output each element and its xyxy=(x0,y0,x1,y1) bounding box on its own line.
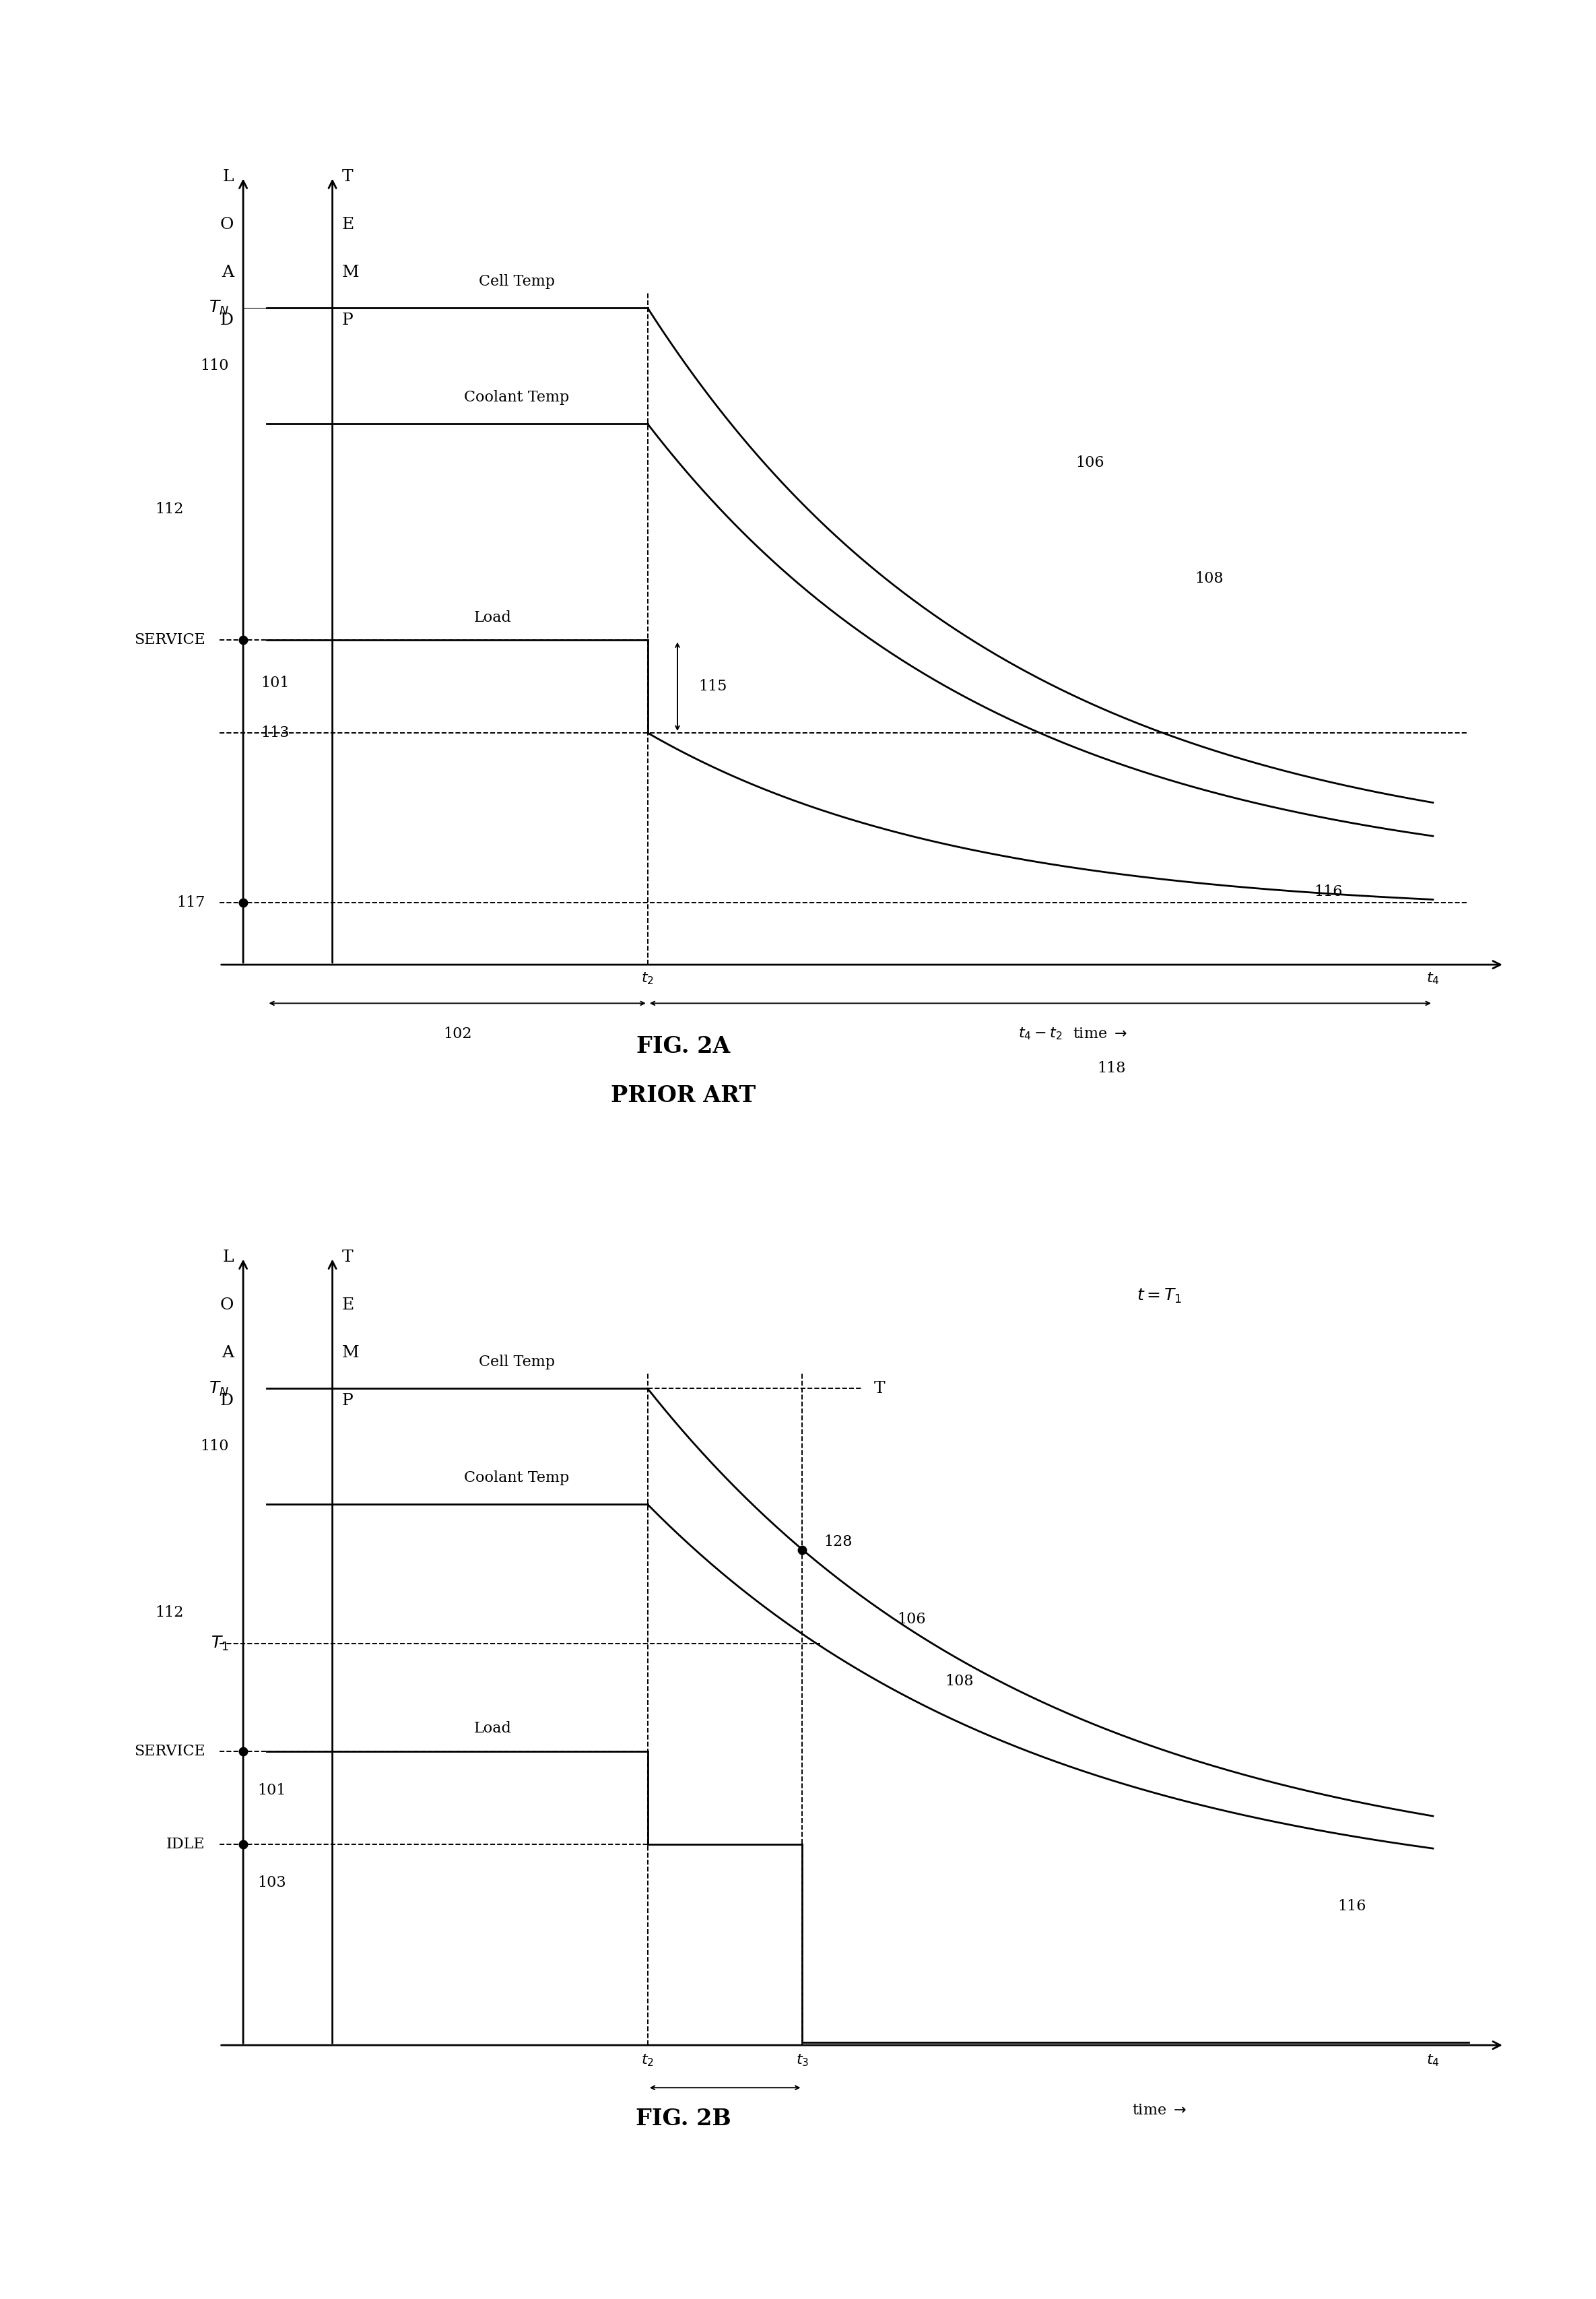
Text: D: D xyxy=(220,1393,233,1409)
Text: Cell Temp: Cell Temp xyxy=(479,1354,555,1370)
Text: L: L xyxy=(222,170,233,184)
Text: E: E xyxy=(342,1297,354,1313)
Text: T: T xyxy=(342,170,353,184)
Text: 112: 112 xyxy=(155,501,184,517)
Text: 106: 106 xyxy=(1076,455,1104,469)
Text: T: T xyxy=(342,1251,353,1264)
Text: 118: 118 xyxy=(1098,1062,1127,1076)
Text: PRIOR ART: PRIOR ART xyxy=(611,1085,757,1106)
Text: $T_N$: $T_N$ xyxy=(209,1379,228,1398)
Text: T: T xyxy=(873,1382,884,1395)
Text: D: D xyxy=(220,313,233,329)
Text: A: A xyxy=(222,264,233,280)
Text: $t_3$: $t_3$ xyxy=(796,2053,809,2069)
Text: 112: 112 xyxy=(155,1605,184,1621)
Text: $t = T_1$: $t = T_1$ xyxy=(1136,1287,1183,1306)
Text: $t_2$: $t_2$ xyxy=(642,2053,654,2069)
Text: 103: 103 xyxy=(257,1876,286,1890)
Text: $T_1$: $T_1$ xyxy=(211,1635,228,1653)
Text: Load: Load xyxy=(474,1722,512,1736)
Text: L: L xyxy=(222,1251,233,1264)
Text: $t_2$: $t_2$ xyxy=(642,970,654,986)
Text: 110: 110 xyxy=(200,359,228,372)
Text: $T_N$: $T_N$ xyxy=(209,299,228,317)
Text: 115: 115 xyxy=(699,678,728,694)
Text: M: M xyxy=(342,1345,359,1361)
Text: O: O xyxy=(220,216,233,232)
Text: 113: 113 xyxy=(262,726,289,740)
Text: time $\rightarrow$: time $\rightarrow$ xyxy=(1132,2104,1187,2117)
Text: Load: Load xyxy=(474,609,512,625)
Text: FIG. 2B: FIG. 2B xyxy=(635,2108,731,2131)
Text: 108: 108 xyxy=(1195,570,1224,586)
Text: 110: 110 xyxy=(200,1439,228,1453)
Text: $t_4$: $t_4$ xyxy=(1427,2053,1440,2069)
Text: 106: 106 xyxy=(897,1612,926,1628)
Text: 101: 101 xyxy=(262,676,289,690)
Text: Coolant Temp: Coolant Temp xyxy=(464,1471,570,1485)
Text: 116: 116 xyxy=(1337,1899,1366,1913)
Text: time $\rightarrow$: time $\rightarrow$ xyxy=(1073,1025,1127,1041)
Text: $t_4 - t_2$: $t_4 - t_2$ xyxy=(1018,1025,1063,1041)
Text: P: P xyxy=(342,313,353,329)
Text: 116: 116 xyxy=(1314,885,1342,899)
Text: SERVICE: SERVICE xyxy=(134,632,206,648)
Text: 117: 117 xyxy=(177,894,206,910)
Text: 128: 128 xyxy=(824,1536,852,1550)
Text: IDLE: IDLE xyxy=(166,1837,206,1851)
Text: A: A xyxy=(222,1345,233,1361)
Text: FIG. 2A: FIG. 2A xyxy=(637,1035,731,1058)
Text: Cell Temp: Cell Temp xyxy=(479,274,555,290)
Text: 101: 101 xyxy=(257,1782,286,1798)
Text: 108: 108 xyxy=(945,1674,974,1687)
Text: E: E xyxy=(342,216,354,232)
Text: O: O xyxy=(220,1297,233,1313)
Text: Coolant Temp: Coolant Temp xyxy=(464,391,570,405)
Text: P: P xyxy=(342,1393,353,1409)
Text: 102: 102 xyxy=(444,1025,472,1041)
Text: M: M xyxy=(342,264,359,280)
Text: SERVICE: SERVICE xyxy=(134,1745,206,1759)
Text: $t_4$: $t_4$ xyxy=(1427,970,1440,986)
